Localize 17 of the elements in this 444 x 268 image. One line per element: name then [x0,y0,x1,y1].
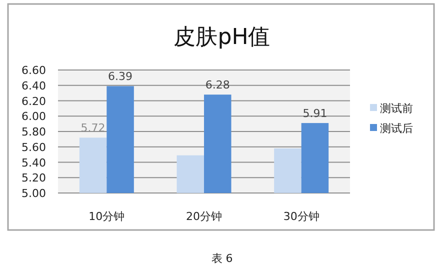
y-tick-label: 6.40 [22,79,46,92]
y-tick-label: 5.40 [22,156,46,170]
legend-label: 测试后 [380,122,413,135]
y-tick-label: 5.20 [22,172,46,185]
chart-title: 皮肤pH值 [174,25,270,50]
y-tick-label: 6.60 [22,64,46,77]
x-tick-label: 30分钟 [283,210,320,223]
legend-label: 测试前 [380,102,413,115]
y-tick-label: 5.00 [22,187,46,200]
x-tick-label: 20分钟 [186,210,222,223]
data-label: 6.39 [108,70,133,84]
y-tick-label: 5.80 [22,126,46,138]
x-tick-label: 10分钟 [88,210,125,223]
y-tick-label: 6.00 [22,110,46,124]
y-tick-label: 6.20 [22,94,46,108]
text: 表 6 [211,252,233,265]
y-tick-label: 5.60 [22,140,46,154]
